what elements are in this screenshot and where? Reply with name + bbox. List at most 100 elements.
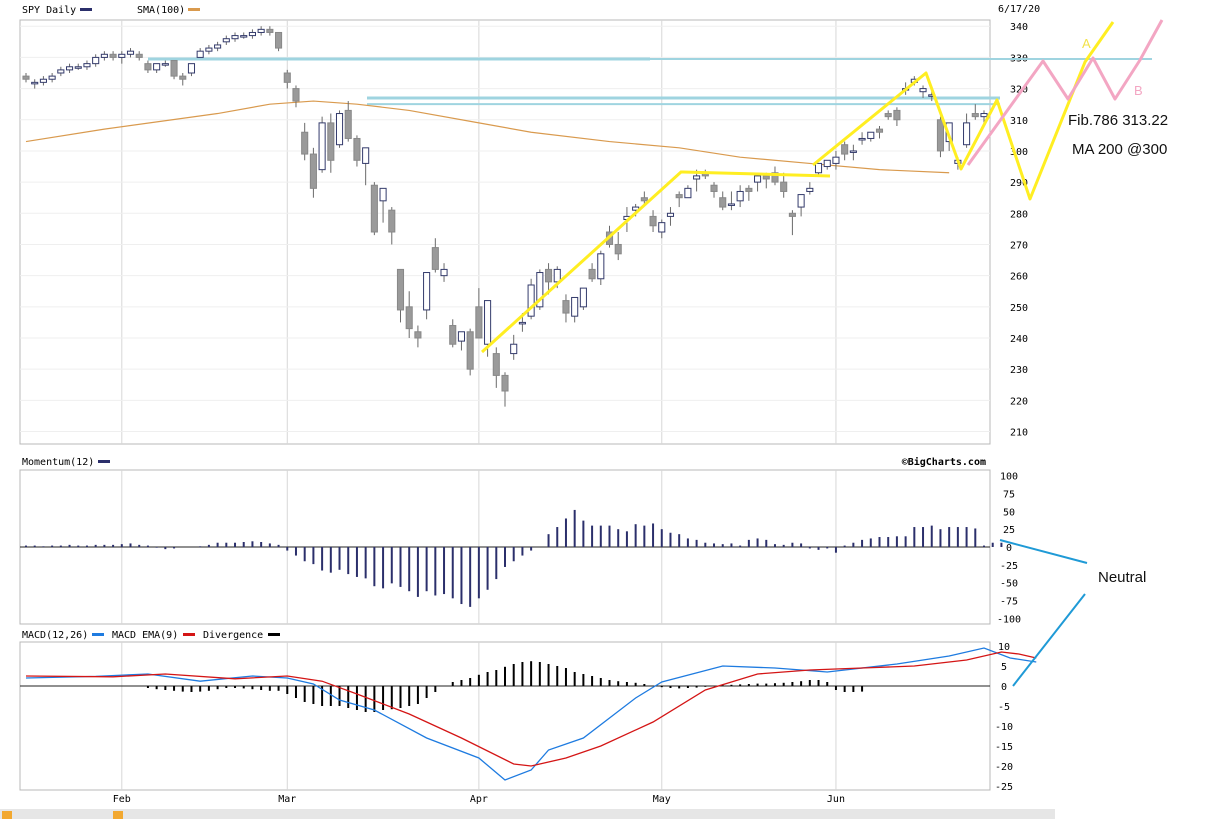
- candle-body: [980, 113, 988, 118]
- candle-body: [553, 268, 561, 283]
- candle-body: [710, 184, 718, 192]
- candle-body: [205, 47, 213, 52]
- candle-body: [431, 247, 439, 270]
- month-tick-label: Jun: [827, 794, 845, 805]
- candle-body: [240, 35, 248, 38]
- candle-body: [370, 184, 378, 233]
- candle-body: [536, 272, 544, 308]
- candle-body: [31, 81, 39, 85]
- candle-body: [806, 187, 814, 192]
- candle-body: [344, 109, 352, 139]
- candle-body: [301, 131, 309, 155]
- candle-body: [405, 306, 413, 330]
- candle-body: [144, 63, 152, 71]
- candle-body: [109, 53, 117, 58]
- month-tick-label: Apr: [470, 794, 488, 805]
- candle-body: [736, 190, 744, 202]
- legend-swatch: [92, 633, 104, 636]
- macd-ema-legend-label: MACD EMA(9): [112, 630, 178, 641]
- watermark: ©BigCharts.com: [902, 456, 986, 468]
- candle-body: [841, 144, 849, 155]
- candle-body: [693, 175, 701, 180]
- candle-body: [118, 53, 126, 58]
- price-tick-label: 250: [1010, 303, 1028, 314]
- price-header: [20, 4, 990, 17]
- legend-swatch: [183, 633, 195, 636]
- candle-body: [745, 187, 753, 192]
- momentum-tick-label: -25: [1000, 561, 1018, 572]
- momentum-tick-label: 25: [1003, 525, 1015, 536]
- candle-body: [518, 321, 526, 325]
- momentum-header: [20, 454, 990, 468]
- momentum-tick-label: 75: [1003, 490, 1015, 501]
- candle-body: [457, 331, 466, 342]
- candle-body: [754, 175, 762, 183]
- candle-body: [893, 109, 901, 121]
- candle-body: [39, 78, 47, 83]
- toolbar-icon[interactable]: [2, 811, 12, 819]
- price-tick-label: 300: [1010, 147, 1028, 158]
- toolbar-icon[interactable]: [113, 811, 123, 819]
- candle-body: [666, 212, 675, 217]
- candle-body: [57, 69, 65, 74]
- macd-line: [25, 647, 1037, 781]
- candle-body: [675, 194, 683, 199]
- candle-body: [153, 63, 161, 71]
- momentum-tick-label: 0: [1006, 543, 1012, 554]
- wave-annotation-path: [812, 21, 1115, 201]
- price-tick-label: 220: [1010, 396, 1028, 407]
- wave-label-a: A: [1082, 36, 1091, 51]
- momentum-tick-label: -50: [1000, 579, 1018, 590]
- macd-header: [20, 627, 990, 641]
- candle-body: [100, 53, 108, 58]
- momentum-tick-label: 50: [1003, 507, 1015, 518]
- macd-tick-label: -25: [995, 782, 1013, 793]
- macd-tick-label: -10: [995, 722, 1013, 733]
- legend-swatch: [188, 8, 200, 11]
- neutral-arrow: [999, 539, 1088, 564]
- candle-body: [614, 243, 622, 255]
- legend-swatch: [98, 460, 110, 463]
- candle-body: [919, 88, 927, 93]
- macd-tick-label: 5: [1001, 662, 1007, 673]
- candle-body: [658, 222, 666, 233]
- candle-body: [266, 28, 274, 33]
- candle-body: [449, 325, 457, 345]
- bottom-toolbar: [0, 809, 1055, 819]
- momentum-tick-label: -75: [1000, 596, 1018, 607]
- momentum-tick-label: -100: [997, 614, 1021, 625]
- candle-body: [222, 38, 230, 43]
- candle-body: [440, 268, 448, 277]
- candle-body: [309, 153, 317, 189]
- candle-body: [971, 113, 979, 118]
- candle-body: [362, 147, 370, 164]
- date-label: 6/17/20: [998, 4, 1040, 15]
- month-tick-label: Feb: [113, 794, 131, 805]
- macd-tick-label: -5: [998, 702, 1010, 713]
- candle-body: [597, 253, 605, 280]
- candle-body: [353, 137, 361, 161]
- candle-body: [788, 212, 796, 217]
- candle-body: [179, 75, 187, 80]
- candle-body: [248, 31, 256, 37]
- fib-annotation: Fib.786 313.22: [1068, 112, 1168, 129]
- candle-body: [214, 44, 222, 49]
- candle-body: [396, 268, 405, 311]
- candle-body: [475, 306, 483, 339]
- candle-body: [936, 119, 945, 152]
- macd-tick-label: -15: [995, 742, 1013, 753]
- candle-body: [135, 53, 143, 58]
- candle-body: [292, 88, 300, 102]
- candle-body: [196, 50, 204, 58]
- price-tick-label: 320: [1010, 85, 1028, 96]
- price-tick-label: 340: [1010, 22, 1028, 33]
- price-tick-label: 310: [1010, 116, 1028, 127]
- candle-body: [231, 35, 239, 40]
- candle-body: [492, 353, 500, 376]
- candle-body: [562, 300, 570, 314]
- candle-body: [466, 331, 474, 370]
- candle-body: [771, 172, 779, 183]
- candle-body: [649, 215, 657, 227]
- candle-body: [832, 156, 840, 164]
